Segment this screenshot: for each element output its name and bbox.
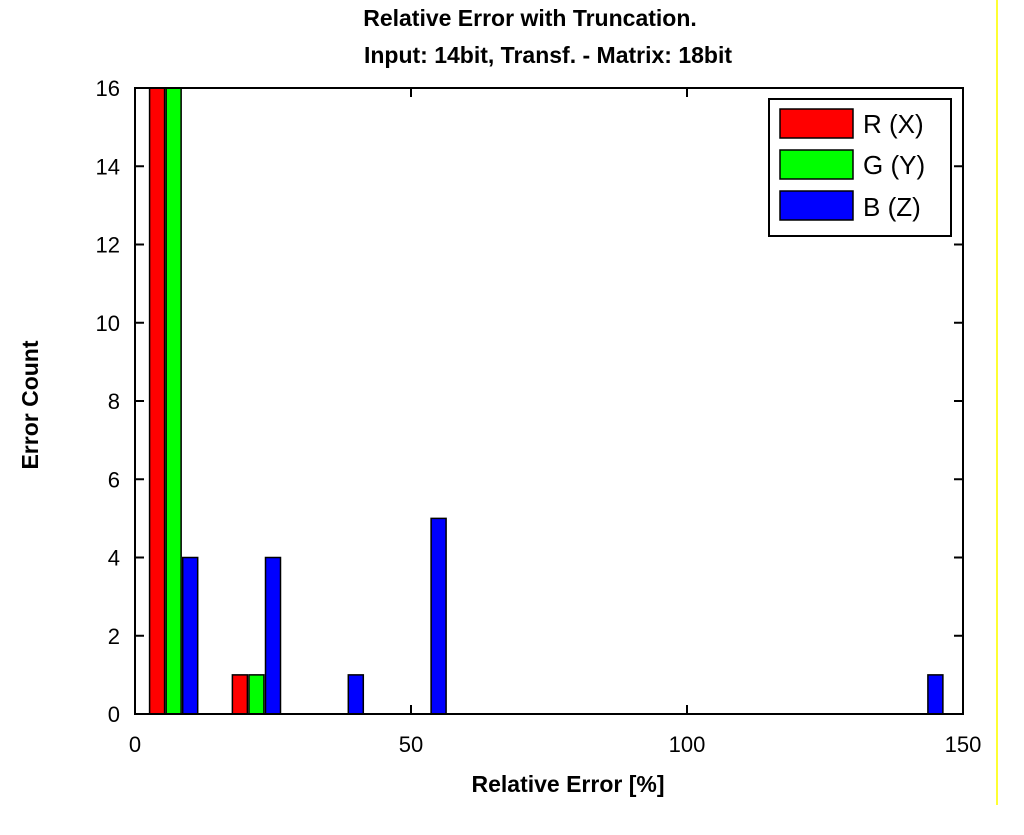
bar-g-y-1 [248,674,265,715]
bar-g-y-0 [165,87,182,715]
y-tick-label: 12 [96,233,120,258]
chart-title-line-2: Input: 14bit, Transf. - Matrix: 18bit [364,42,732,68]
y-tick-label: 8 [108,389,120,414]
x-tick-label: 100 [669,732,706,757]
x-tick-label: 150 [945,732,982,757]
legend-swatch-b-z [779,190,854,221]
legend-label-g-y: G (Y) [863,150,925,180]
y-tick-label: 4 [108,546,120,571]
y-axis-label: Error Count [17,340,43,469]
y-tick-label: 10 [96,311,120,336]
y-tick-label: 2 [108,624,120,649]
x-axis-label: Relative Error [%] [471,771,664,797]
axis-ticks-group: 0 50 100 150 0 2 4 6 8 10 12 14 16 [96,76,982,757]
y-tick-label: 0 [108,702,120,727]
bar-b-z-2 [347,674,365,715]
x-tick-label: 0 [129,732,141,757]
bar-r-x-1 [231,674,249,715]
bar-r-x-0 [148,87,166,715]
x-tick-label: 50 [399,732,423,757]
y-tick-label: 6 [108,467,120,492]
legend-label-r-x: R (X) [863,109,924,139]
legend-swatch-g-y [779,149,854,180]
legend-swatch-r-x [779,108,854,139]
y-tick-label: 14 [96,154,120,179]
legend: R (X) G (Y) B (Z) [768,98,952,237]
legend-label-b-z: B (Z) [863,192,921,222]
bar-b-z-4 [927,674,944,715]
chart-title-line-1: Relative Error with Truncation. [363,5,697,31]
bar-b-z-3 [430,517,447,715]
y-tick-label: 16 [96,76,120,101]
bar-b-z-0 [181,556,199,715]
bar-b-z-1 [264,556,282,715]
